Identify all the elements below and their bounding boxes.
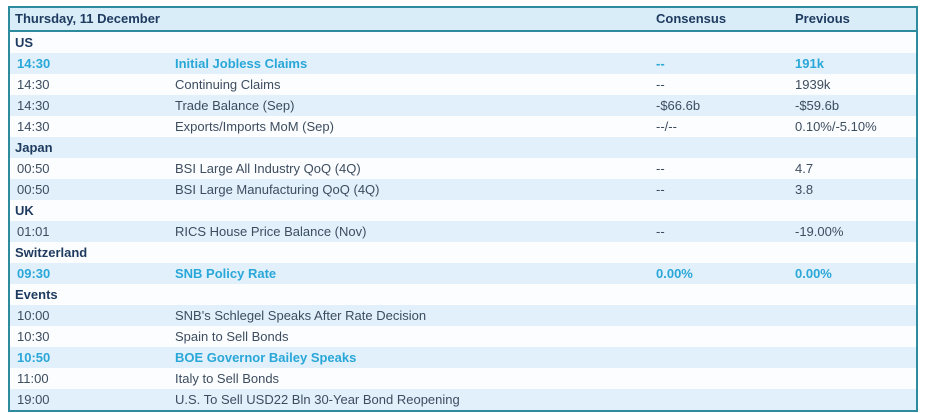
- previous-cell: [795, 389, 916, 410]
- economic-calendar-table: Thursday, 11 December Consensus Previous…: [8, 6, 918, 412]
- event-cell: Exports/Imports MoM (Sep): [175, 119, 334, 134]
- section-row-switzerland: Switzerland: [10, 242, 916, 263]
- event-row: 14:30 Initial Jobless Claims -- 191k: [10, 53, 916, 74]
- previous-cell: 3.8: [795, 182, 814, 197]
- previous-cell: [795, 305, 916, 326]
- event-row: 10:30 Spain to Sell Bonds: [10, 326, 916, 347]
- time-cell: 14:30: [17, 56, 51, 71]
- consensus-cell: --: [656, 56, 665, 71]
- previous-cell: 1939k: [795, 77, 831, 92]
- time-cell: 00:50: [17, 161, 50, 176]
- consensus-cell: -$66.6b: [656, 98, 701, 113]
- time-cell: 01:01: [17, 224, 50, 239]
- event-row: 14:30 Continuing Claims -- 1939k: [10, 74, 916, 95]
- consensus-cell: --: [656, 161, 665, 176]
- event-cell: SNB's Schlegel Speaks After Rate Decisio…: [175, 308, 427, 323]
- event-row: 10:00 SNB's Schlegel Speaks After Rate De…: [10, 305, 916, 326]
- time-cell: 10:00: [17, 308, 50, 323]
- event-cell: SNB Policy Rate: [175, 266, 277, 281]
- event-cell: Trade Balance (Sep): [175, 98, 295, 113]
- consensus-cell: --: [656, 77, 665, 92]
- event-cell: Continuing Claims: [175, 77, 281, 92]
- table-body: US 14:30 Initial Jobless Claims -- 191k 14:30…: [10, 32, 916, 410]
- section-label: Switzerland: [15, 245, 88, 260]
- event-row: 00:50 BSI Large Manufacturing QoQ (4Q) -- 3…: [10, 179, 916, 200]
- previous-cell: 0.10%/-5.10%: [795, 119, 877, 134]
- consensus-cell: --: [656, 182, 665, 197]
- event-cell: RICS House Price Balance (Nov): [175, 224, 367, 239]
- consensus-cell: [656, 389, 795, 410]
- consensus-cell: [656, 347, 795, 368]
- previous-cell: 0.00%: [795, 266, 832, 281]
- previous-cell: 4.7: [795, 161, 814, 176]
- previous-cell: -$59.6b: [795, 98, 840, 113]
- time-cell: 14:30: [17, 98, 50, 113]
- section-label: Events: [15, 287, 58, 302]
- consensus-cell: [656, 305, 795, 326]
- event-cell: BSI Large All Industry QoQ (4Q): [175, 161, 361, 176]
- consensus-cell: --/--: [656, 119, 677, 134]
- time-cell: 09:30: [17, 266, 51, 281]
- time-cell: 19:00: [17, 392, 50, 407]
- event-cell: BSI Large Manufacturing QoQ (4Q): [175, 182, 380, 197]
- event-row: 10:50 BOE Governor Bailey Speaks: [10, 347, 916, 368]
- section-row-uk: UK: [10, 200, 916, 221]
- time-cell: 14:30: [17, 119, 50, 134]
- event-row: 19:00 U.S. To Sell USD22 Bln 30-Year Bond…: [10, 389, 916, 410]
- consensus-cell: --: [656, 224, 665, 239]
- table-header-row: Thursday, 11 December Consensus Previous: [10, 8, 916, 32]
- previous-cell: -19.00%: [795, 224, 844, 239]
- previous-cell: [795, 326, 916, 347]
- consensus-cell: [656, 368, 795, 389]
- time-cell: 10:50: [17, 350, 51, 365]
- event-cell: Spain to Sell Bonds: [175, 329, 289, 344]
- previous-cell: [795, 368, 916, 389]
- event-cell: BOE Governor Bailey Speaks: [175, 350, 357, 365]
- time-cell: 14:30: [17, 77, 50, 92]
- event-row: 01:01 RICS House Price Balance (Nov) -- -19…: [10, 221, 916, 242]
- event-cell: Initial Jobless Claims: [175, 56, 308, 71]
- section-row-events: Events: [10, 284, 916, 305]
- date-header: Thursday, 11 December: [15, 11, 160, 26]
- event-row: 11:00 Italy to Sell Bonds: [10, 368, 916, 389]
- event-row: 14:30 Exports/Imports MoM (Sep) --/-- 0.10%…: [10, 116, 916, 137]
- previous-column-header: Previous: [795, 11, 850, 26]
- time-cell: 10:30: [17, 329, 50, 344]
- section-label: Japan: [15, 140, 53, 155]
- event-row: 09:30 SNB Policy Rate 0.00% 0.00%: [10, 263, 916, 284]
- time-cell: 00:50: [17, 182, 50, 197]
- time-cell: 11:00: [17, 371, 49, 386]
- section-label: US: [15, 35, 34, 50]
- previous-cell: [795, 347, 916, 368]
- consensus-cell: 0.00%: [656, 266, 693, 281]
- consensus-cell: [656, 326, 795, 347]
- consensus-column-header: Consensus: [656, 11, 727, 26]
- previous-cell: 191k: [795, 56, 824, 71]
- event-row: 00:50 BSI Large All Industry QoQ (4Q) -- 4.…: [10, 158, 916, 179]
- section-label: UK: [15, 203, 34, 218]
- section-row-us: US: [10, 32, 916, 53]
- section-row-japan: Japan: [10, 137, 916, 158]
- event-row: 14:30 Trade Balance (Sep) -$66.6b -$59.6b: [10, 95, 916, 116]
- event-cell: Italy to Sell Bonds: [175, 371, 280, 386]
- event-cell: U.S. To Sell USD22 Bln 30-Year Bond Reop…: [175, 392, 460, 407]
